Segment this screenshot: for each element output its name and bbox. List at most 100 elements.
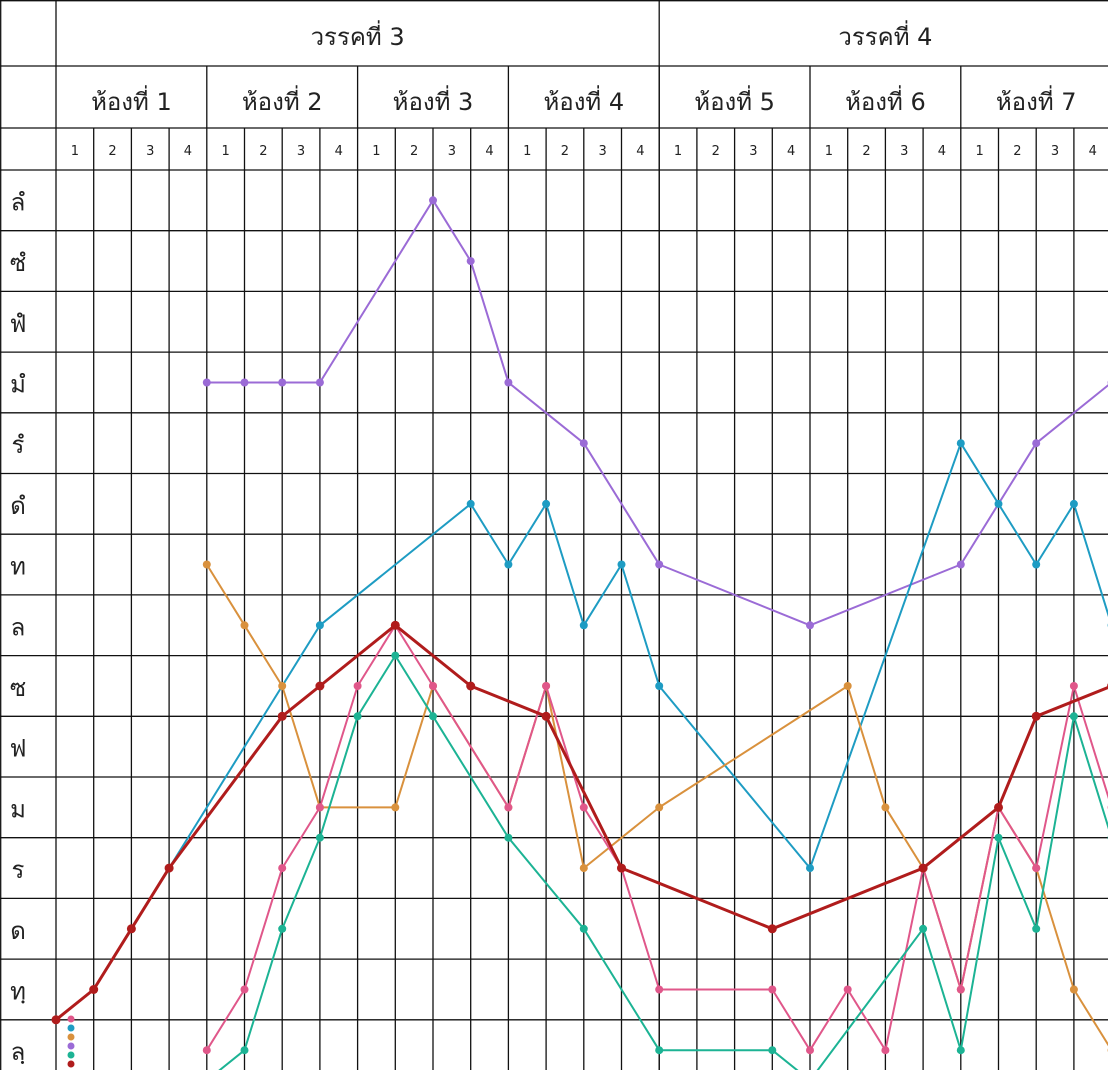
beat-header: 2 (712, 144, 720, 159)
beat-header: 2 (862, 144, 870, 159)
data-point (504, 803, 512, 811)
pitch-label: ร (12, 856, 25, 884)
data-point (429, 682, 437, 690)
data-point (429, 196, 437, 204)
beat-header: 1 (825, 144, 833, 159)
pitch-label: ฟ (10, 735, 27, 763)
data-point (1032, 712, 1041, 721)
data-point (466, 682, 475, 691)
room-header: ห้องที่ 2 (242, 85, 323, 116)
data-point (881, 1046, 889, 1054)
pitch-label: ลฺ (11, 1038, 26, 1066)
series-6 (52, 621, 1108, 1025)
legend-swatch (68, 1016, 75, 1023)
room-header: ห้องที่ 6 (845, 85, 926, 116)
data-point (844, 986, 852, 994)
data-point (467, 500, 475, 508)
data-point (957, 986, 965, 994)
beat-header: 4 (938, 144, 946, 159)
data-point (391, 652, 399, 660)
pitch-label: ท (10, 553, 26, 581)
data-point (504, 379, 512, 387)
data-point (1032, 439, 1040, 447)
data-point (278, 379, 286, 387)
data-point (806, 864, 814, 872)
pitch-label: ทฺ (10, 977, 26, 1005)
beat-header: 1 (372, 144, 380, 159)
data-point (542, 500, 550, 508)
data-point (278, 925, 286, 933)
data-point (316, 621, 324, 629)
series-lines (52, 196, 1108, 1070)
beat-header: 1 (71, 144, 79, 159)
data-point (504, 561, 512, 569)
data-point (542, 682, 550, 690)
beat-header: 2 (561, 144, 569, 159)
data-point (1070, 500, 1078, 508)
data-point (391, 621, 400, 630)
beat-header: 2 (108, 144, 116, 159)
data-point (1070, 682, 1078, 690)
data-point (580, 621, 588, 629)
beat-header: 2 (259, 144, 267, 159)
beat-header: 1 (523, 144, 531, 159)
legend-swatch (68, 1043, 75, 1050)
beat-header: 2 (410, 144, 418, 159)
data-point (542, 712, 551, 721)
data-point (504, 834, 512, 842)
data-point (429, 712, 437, 720)
pitch-label: ลํ (11, 188, 26, 216)
data-point (315, 682, 324, 691)
data-point (1032, 925, 1040, 933)
data-point (127, 924, 136, 933)
data-point (768, 986, 776, 994)
beat-header: 4 (787, 144, 795, 159)
data-point (655, 803, 663, 811)
legend-swatch (68, 1034, 75, 1041)
data-point (1070, 986, 1078, 994)
beat-header: 3 (297, 144, 305, 159)
data-point (278, 864, 286, 872)
pitch-label: ฟํ (10, 310, 27, 338)
data-point (316, 803, 324, 811)
data-point (957, 439, 965, 447)
data-point (52, 1015, 61, 1024)
beat-header: 4 (636, 144, 644, 159)
beat-header: 3 (599, 144, 607, 159)
room-header: ห้องที่ 4 (543, 85, 624, 116)
beat-header: 3 (1051, 144, 1059, 159)
data-point (580, 864, 588, 872)
data-point (1032, 561, 1040, 569)
room-header: ห้องที่ 5 (694, 85, 775, 116)
data-point (618, 561, 626, 569)
beat-header: 3 (749, 144, 757, 159)
pitch-label: รํ (12, 431, 25, 459)
data-point (89, 985, 98, 994)
data-point (768, 1046, 776, 1054)
data-point (580, 925, 588, 933)
data-point (316, 379, 324, 387)
data-point (580, 803, 588, 811)
pitch-label: มํ (10, 370, 26, 398)
data-point (1070, 712, 1078, 720)
room-header: ห้องที่ 3 (393, 85, 474, 116)
legend-swatch (68, 1025, 75, 1032)
data-point (203, 379, 211, 387)
beat-header: 3 (448, 144, 456, 159)
pitch-label: ล (11, 613, 26, 641)
data-point (278, 682, 286, 690)
data-point (919, 864, 928, 873)
series-line (56, 625, 1108, 1020)
data-point (241, 986, 249, 994)
data-point (655, 1046, 663, 1054)
data-point (768, 924, 777, 933)
beat-header: 1 (976, 144, 984, 159)
data-point (354, 682, 362, 690)
beat-header: 1 (674, 144, 682, 159)
beat-header: 2 (1013, 144, 1021, 159)
pitch-label: ซ (10, 674, 26, 702)
data-point (994, 803, 1003, 812)
data-point (391, 803, 399, 811)
